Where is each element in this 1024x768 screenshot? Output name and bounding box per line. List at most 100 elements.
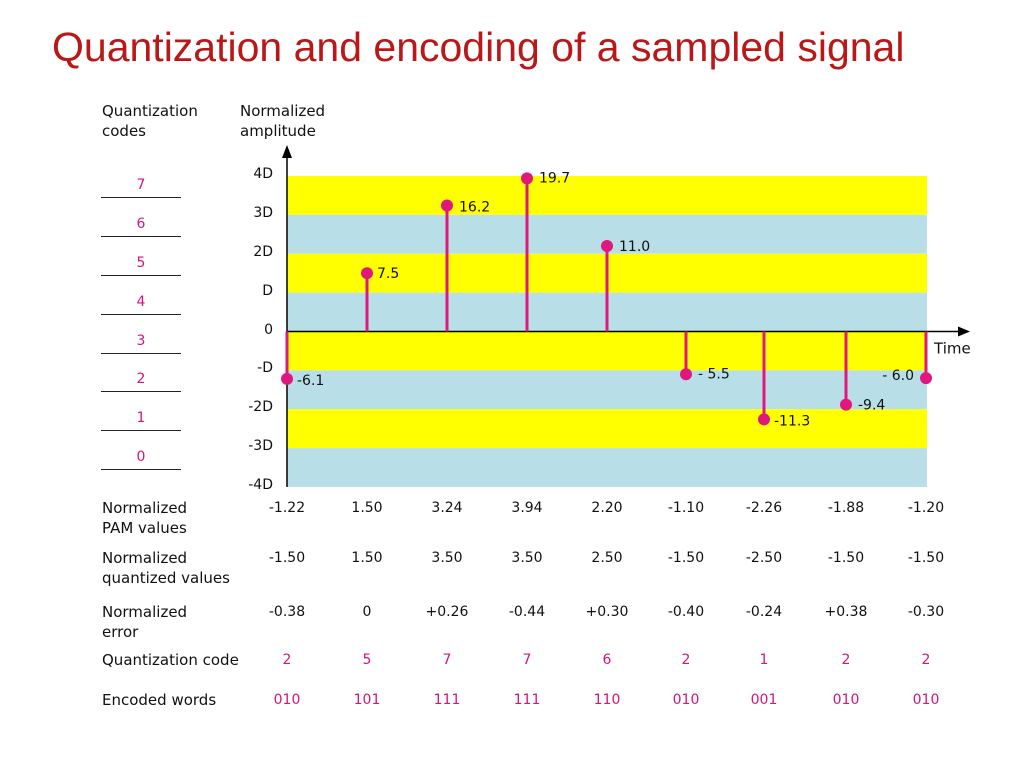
table-cell: -1.22: [268, 500, 306, 516]
table-cell: 2: [681, 652, 691, 668]
table-cell: 1: [759, 652, 769, 668]
quantization-code-number: 2: [136, 371, 146, 388]
sample-point-6: [680, 368, 692, 381]
table-cell: 2: [841, 652, 851, 668]
y-tick-label: D: [262, 282, 273, 299]
table-cell: 2: [282, 652, 292, 668]
quantization-codes-header: Quantization codes: [102, 101, 198, 141]
table-cell: 111: [433, 692, 461, 708]
quantization-code-number: 5: [136, 254, 146, 271]
table-row-label-line: error: [102, 623, 139, 641]
table-cell: -2.26: [745, 500, 783, 516]
table-cell: 101: [353, 692, 381, 708]
table-cell: 010: [273, 692, 301, 708]
table-row-label: Normalized error: [102, 602, 187, 642]
sample-label-1: -6.1: [297, 373, 324, 389]
sample-label-7: -11.3: [774, 413, 810, 429]
sample-label-3: 16.2: [459, 200, 490, 216]
sample-label-6: - 5.5: [698, 366, 730, 382]
table-row-label: Normalized quantized values: [102, 548, 230, 588]
table-cell: -1.88: [827, 500, 865, 516]
table-row-label: Normalized PAM values: [102, 498, 187, 538]
table-row-label-line: PAM values: [102, 519, 187, 537]
table-cell: -1.50: [907, 550, 945, 566]
quantization-codes-header-line2: codes: [102, 122, 146, 140]
page-title: Quantization and encoding of a sampled s…: [52, 24, 905, 70]
table-cell: +0.26: [425, 604, 469, 620]
band-5: [287, 370, 927, 410]
y-tick-label: 4D: [253, 166, 273, 182]
quantization-code-line: [101, 430, 181, 432]
table-cell: -0.44: [508, 604, 546, 620]
table-row-label-line: Encoded words: [102, 691, 217, 709]
table-row-label: Encoded words: [102, 690, 216, 710]
table-cell: 001: [750, 692, 778, 708]
sample-point-1: [281, 372, 293, 385]
table-cell: 110: [593, 692, 621, 708]
table-row-label-line: Normalized: [102, 549, 188, 567]
table-cell: 2.50: [591, 550, 623, 566]
sample-point-2: [361, 267, 373, 280]
table-cell: +0.38: [824, 604, 868, 620]
table-cell: 2.20: [591, 500, 623, 516]
sample-point-4: [521, 172, 533, 185]
table-cell: +0.30: [585, 604, 629, 620]
y-tick-label: -3D: [248, 438, 273, 455]
table-cell: 7: [522, 652, 532, 668]
table-cell: 5: [362, 652, 372, 668]
quantization-code-number: 4: [136, 293, 146, 310]
sample-point-9: [920, 372, 932, 385]
quantization-code-line: [101, 274, 181, 276]
quantization-codes-header-line1: Quantization: [102, 102, 198, 120]
sample-point-3: [441, 199, 453, 212]
table-cell: 7: [442, 652, 452, 668]
y-tick-label: 3D: [253, 204, 273, 221]
table-cell: -1.50: [667, 550, 705, 566]
band-0: [287, 176, 927, 215]
table-cell: 3.50: [511, 550, 543, 566]
table-cell: 010: [832, 692, 860, 708]
normalized-amplitude-header: Normalized amplitude: [240, 101, 325, 141]
normalized-amplitude-header-line1: Normalized: [240, 102, 326, 120]
table-row-label-line: Quantization code: [102, 651, 239, 669]
band-6: [287, 409, 927, 449]
quantization-code-line: [101, 391, 181, 393]
quantization-code-line: [101, 235, 181, 237]
table-cell: 3.24: [431, 500, 463, 516]
table-cell: 010: [912, 692, 940, 708]
y-tick-label: 0: [264, 321, 273, 338]
table-cell: -0.40: [667, 604, 705, 620]
table-cell: -0.30: [907, 604, 945, 620]
table-cell: -0.38: [268, 604, 306, 620]
table-row-label-line: quantized values: [102, 569, 230, 587]
sample-label-5: 11.0: [619, 239, 650, 255]
table-cell: -2.50: [745, 550, 783, 566]
quantization-code-line: [101, 197, 181, 198]
y-axis-arrow: [282, 145, 292, 158]
table-cell: -1.50: [268, 550, 306, 566]
table-cell: 3.94: [511, 500, 543, 516]
y-tick-label: -4D: [248, 477, 273, 493]
table-row-label-line: Normalized: [102, 603, 188, 621]
table-cell: 3.50: [431, 550, 463, 566]
sample-point-5: [601, 239, 613, 252]
table-row-label: Quantization code: [102, 650, 239, 670]
table-cell: -1.50: [827, 550, 865, 566]
quantization-code-number: 0: [136, 449, 146, 466]
y-tick-label: -D: [257, 360, 273, 377]
x-axis-arrow: [958, 326, 970, 337]
quantization-code-number: 7: [136, 177, 146, 193]
sample-label-4: 19.7: [539, 170, 570, 186]
sample-label-2: 7.5: [377, 266, 399, 282]
table-cell: 1.50: [351, 550, 383, 566]
table-row-label-line: Normalized: [102, 499, 188, 517]
sample-point-7: [758, 413, 770, 426]
table-cell: -1.10: [667, 500, 705, 516]
quantization-code-line: [101, 469, 181, 471]
sample-label-8: -9.4: [858, 398, 885, 414]
quantization-code-line: [101, 313, 181, 315]
sample-label-9: - 6.0: [882, 368, 914, 384]
table-cell: -1.20: [907, 500, 945, 516]
table-cell: 0: [362, 604, 372, 620]
